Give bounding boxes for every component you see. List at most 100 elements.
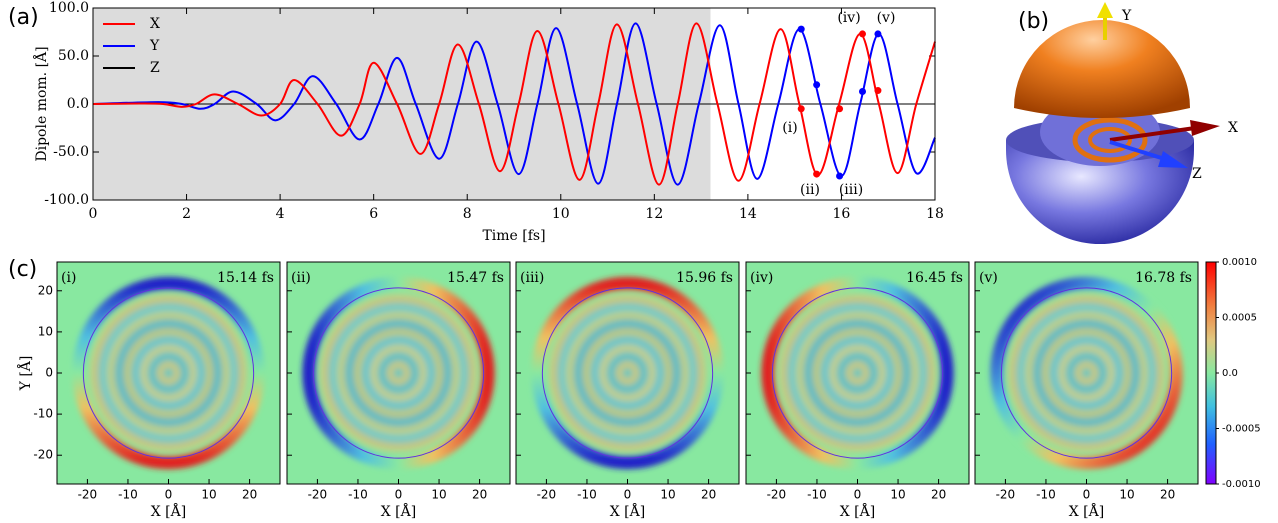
y-axis-label: Y [Å] bbox=[16, 356, 34, 392]
x-tick-label: -10 bbox=[348, 488, 368, 502]
heatmap bbox=[746, 262, 969, 484]
x-tick-label: 14 bbox=[739, 206, 757, 222]
density-halo bbox=[72, 276, 265, 470]
legend-label: Y bbox=[149, 38, 160, 54]
heatmap bbox=[975, 262, 1198, 484]
x-tick-label: -10 bbox=[577, 488, 597, 502]
plot-frame bbox=[92, 7, 936, 201]
x-tick-label: 10 bbox=[552, 206, 570, 222]
boundary-circle bbox=[771, 287, 944, 459]
x-tick-label: 20 bbox=[701, 488, 716, 502]
x-tick-label: 0 bbox=[395, 488, 403, 502]
marker bbox=[813, 170, 821, 178]
x-tick-label: 10 bbox=[660, 488, 675, 502]
density-halo bbox=[990, 276, 1183, 470]
panel-label: (iii) bbox=[520, 270, 544, 286]
z-arrowhead bbox=[1158, 151, 1188, 168]
x-tick-label: 8 bbox=[463, 206, 472, 222]
y-tick-label: -20 bbox=[33, 448, 53, 462]
boundary-circle bbox=[312, 287, 485, 459]
x-tick-label: 18 bbox=[926, 206, 944, 222]
line bbox=[92, 22, 936, 186]
z-arrow bbox=[1109, 140, 1169, 162]
heatmap bbox=[287, 262, 510, 484]
x-tick-label: 16 bbox=[833, 206, 851, 222]
x-tick-label: 10 bbox=[890, 488, 905, 502]
x-tick-label: 0 bbox=[165, 488, 173, 502]
density-halo bbox=[302, 276, 495, 470]
density-halo bbox=[761, 276, 954, 470]
x-arrowhead bbox=[1190, 120, 1220, 136]
x-tick-label: 2 bbox=[182, 206, 191, 222]
marker bbox=[836, 105, 844, 113]
marker bbox=[858, 88, 866, 96]
time-label: 16.78 fs bbox=[1135, 270, 1192, 286]
density-rings bbox=[775, 290, 940, 456]
x-tick-label: -10 bbox=[118, 488, 138, 502]
marker bbox=[813, 81, 821, 89]
marker bbox=[836, 172, 844, 180]
upper-cap bbox=[1014, 20, 1190, 118]
colorbar-tick-label: 0.0 bbox=[1222, 368, 1238, 379]
lower-shell bbox=[1006, 140, 1194, 244]
marker-label: (ii) bbox=[800, 182, 820, 198]
y-arrowhead bbox=[1097, 2, 1113, 18]
inner-ring bbox=[1088, 127, 1132, 153]
x-tick-label: 10 bbox=[431, 488, 446, 502]
boundary-circle bbox=[82, 287, 255, 459]
axis-label: Y bbox=[1121, 8, 1132, 24]
axis-label: X bbox=[1228, 120, 1238, 136]
y-tick-label: 0 bbox=[45, 366, 53, 380]
x-arrow bbox=[1109, 126, 1196, 142]
y-tick-label: 100.0 bbox=[49, 0, 89, 16]
colorbar-tick-label: -0.0005 bbox=[1222, 424, 1261, 435]
marker-label: (iv) bbox=[837, 10, 860, 26]
x-tick-label: -20 bbox=[308, 488, 328, 502]
x-tick-label: 20 bbox=[1160, 488, 1175, 502]
x-tick-label: 20 bbox=[472, 488, 487, 502]
panel-label: (a) bbox=[8, 5, 39, 30]
marker-label: (i) bbox=[782, 120, 797, 136]
x-tick-label: 10 bbox=[1119, 488, 1134, 502]
x-tick-label: 0 bbox=[854, 488, 862, 502]
x-tick-label: -20 bbox=[996, 488, 1016, 502]
x-tick-label: 20 bbox=[931, 488, 946, 502]
time-label: 16.45 fs bbox=[906, 270, 963, 286]
y-tick-label: 10 bbox=[38, 324, 53, 338]
y-axis-label: Dipole mom. [Å] bbox=[32, 46, 50, 161]
density-rings bbox=[545, 290, 710, 456]
marker bbox=[874, 87, 882, 95]
x-tick-label: 20 bbox=[242, 488, 257, 502]
panel-label: (i) bbox=[61, 270, 76, 286]
x-axis-label: X [Å] bbox=[1069, 502, 1104, 520]
axis-label: Z bbox=[1192, 166, 1202, 182]
panel-label: (b) bbox=[1018, 9, 1049, 34]
x-tick-label: 0 bbox=[1083, 488, 1091, 502]
marker bbox=[858, 30, 866, 38]
x-tick-label: -10 bbox=[1036, 488, 1056, 502]
y-tick-label: 20 bbox=[38, 283, 53, 297]
y-tick-label: -10 bbox=[33, 407, 53, 421]
panel-label: (iv) bbox=[750, 270, 773, 286]
x-axis-label: Time [fs] bbox=[482, 228, 545, 244]
legend-label: X bbox=[150, 16, 160, 32]
y-tick-label: -50.0 bbox=[53, 144, 89, 160]
x-tick-label: 6 bbox=[369, 206, 378, 222]
marker-label: (v) bbox=[877, 10, 896, 26]
marker bbox=[797, 25, 805, 33]
time-label: 15.96 fs bbox=[676, 270, 733, 286]
heatmap bbox=[516, 262, 739, 484]
x-axis-label: X [Å] bbox=[610, 502, 645, 520]
y-tick-label: 0.0 bbox=[67, 96, 89, 112]
boundary-circle bbox=[541, 287, 714, 459]
heatmap bbox=[57, 262, 280, 484]
density-rings bbox=[316, 290, 481, 456]
density-rings bbox=[86, 290, 251, 456]
x-tick-label: 12 bbox=[645, 206, 663, 222]
time-label: 15.14 fs bbox=[217, 270, 274, 286]
panel-label: (ii) bbox=[291, 270, 311, 286]
x-axis-label: X [Å] bbox=[381, 502, 416, 520]
